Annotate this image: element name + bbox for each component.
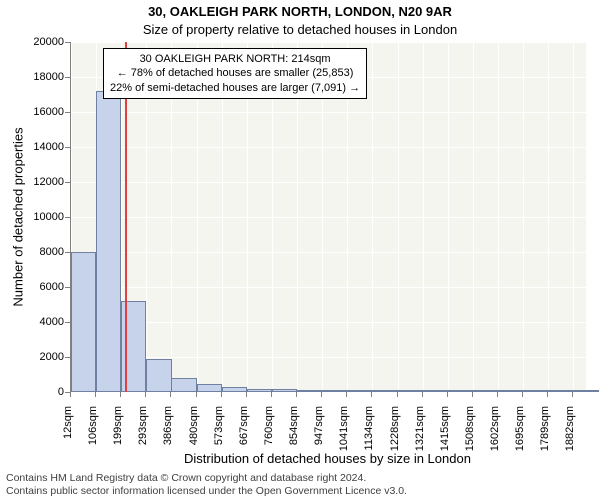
x-tick-mark: [95, 392, 96, 397]
y-tick-mark: [65, 322, 70, 323]
x-tick-label: 1041sqm: [338, 406, 350, 451]
bar: [197, 384, 222, 392]
chart-subtitle: Size of property relative to detached ho…: [0, 22, 600, 37]
bar: [523, 390, 548, 392]
chart-container: 30, OAKLEIGH PARK NORTH, LONDON, N20 9AR…: [0, 0, 600, 500]
y-axis-label-wrap: Number of detached properties: [8, 42, 28, 392]
x-tick-label: 854sqm: [288, 406, 300, 445]
annotation-line1: 30 OAKLEIGH PARK NORTH: 214sqm: [110, 52, 360, 66]
bar: [347, 390, 372, 392]
footer: Contains HM Land Registry data © Crown c…: [6, 472, 407, 498]
bar: [71, 252, 96, 392]
x-tick-label: 1134sqm: [363, 406, 375, 450]
bar: [423, 390, 448, 392]
x-tick-label: 1508sqm: [464, 406, 476, 451]
footer-line2: Contains public sector information licen…: [6, 485, 407, 498]
y-axis-label: Number of detached properties: [11, 127, 26, 306]
x-tick-label: 1789sqm: [539, 406, 551, 451]
footer-line1: Contains HM Land Registry data © Crown c…: [6, 472, 407, 485]
x-tick-mark: [547, 392, 548, 397]
x-tick-mark: [196, 392, 197, 397]
chart-title: 30, OAKLEIGH PARK NORTH, LONDON, N20 9AR: [0, 4, 600, 19]
x-tick-label: 667sqm: [238, 406, 250, 445]
y-tick-mark: [65, 287, 70, 288]
annotation-line2: ← 78% of detached houses are smaller (25…: [110, 66, 360, 80]
x-tick-mark: [497, 392, 498, 397]
x-tick-label: 199sqm: [112, 406, 124, 445]
x-tick-label: 293sqm: [137, 406, 149, 445]
x-tick-label: 480sqm: [188, 406, 200, 445]
bar: [222, 387, 247, 392]
bar: [247, 389, 272, 392]
x-tick-mark: [120, 392, 121, 397]
plot-area: 30 OAKLEIGH PARK NORTH: 214sqm ← 78% of …: [70, 42, 586, 393]
x-tick-mark: [447, 392, 448, 397]
x-tick-mark: [170, 392, 171, 397]
x-tick-mark: [271, 392, 272, 397]
x-tick-label: 1321sqm: [414, 406, 426, 451]
annotation-line3: 22% of semi-detached houses are larger (…: [110, 81, 360, 95]
x-tick-mark: [346, 392, 347, 397]
x-tick-label: 1602sqm: [489, 406, 501, 451]
y-tick-mark: [65, 112, 70, 113]
bar: [498, 390, 523, 392]
x-tick-label: 106sqm: [87, 406, 99, 445]
bar: [146, 359, 171, 392]
x-tick-mark: [522, 392, 523, 397]
x-tick-label: 1695sqm: [514, 406, 526, 451]
x-tick-mark: [422, 392, 423, 397]
x-tick-label: 1228sqm: [389, 406, 401, 451]
bar: [473, 390, 498, 392]
gridline-h: [71, 392, 586, 393]
y-tick-mark: [65, 357, 70, 358]
bar: [322, 390, 347, 392]
x-tick-mark: [472, 392, 473, 397]
x-tick-mark: [572, 392, 573, 397]
bar: [398, 390, 423, 392]
y-tick-mark: [65, 42, 70, 43]
bar: [372, 390, 397, 392]
x-tick-label: 1415sqm: [439, 406, 451, 451]
y-tick-mark: [65, 147, 70, 148]
x-tick-mark: [296, 392, 297, 397]
x-axis-label: Distribution of detached houses by size …: [70, 451, 585, 466]
x-tick-label: 947sqm: [313, 406, 325, 445]
x-tick-mark: [70, 392, 71, 397]
bar: [448, 390, 473, 392]
x-tick-label: 760sqm: [263, 406, 275, 445]
bar: [573, 390, 598, 392]
y-tick-mark: [65, 217, 70, 218]
x-tick-label: 573sqm: [213, 406, 225, 445]
bar: [171, 378, 196, 392]
bar: [272, 389, 297, 392]
y-tick-mark: [65, 77, 70, 78]
x-tick-mark: [397, 392, 398, 397]
x-tick-mark: [145, 392, 146, 397]
annotation-box: 30 OAKLEIGH PARK NORTH: 214sqm ← 78% of …: [103, 48, 367, 99]
y-tick-mark: [65, 182, 70, 183]
x-tick-mark: [246, 392, 247, 397]
x-tick-label: 1882sqm: [564, 406, 576, 451]
x-tick-mark: [371, 392, 372, 397]
x-tick-mark: [321, 392, 322, 397]
x-tick-mark: [221, 392, 222, 397]
bar: [297, 390, 322, 392]
y-tick-mark: [65, 252, 70, 253]
x-tick-label: 386sqm: [162, 406, 174, 445]
bar: [96, 91, 121, 392]
bar: [548, 390, 573, 392]
x-tick-label: 12sqm: [62, 406, 74, 439]
